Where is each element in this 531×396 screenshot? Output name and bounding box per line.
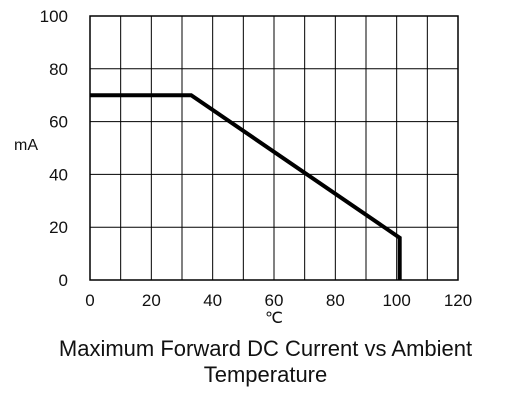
x-tick-label: 120 [444,291,472,310]
x-tick-label: 0 [85,291,94,310]
x-tick-label: 80 [326,291,345,310]
x-tick-label: 100 [382,291,410,310]
y-tick-label: 40 [49,165,68,184]
y-tick-label: 80 [49,60,68,79]
chart-title-line-2: Temperature [203,362,328,387]
x-tick-label: 60 [265,291,284,310]
x-tick-label: 40 [203,291,222,310]
chart-title-line-1: Maximum Forward DC Current vs Ambient [58,336,473,361]
y-tick-label: 60 [49,113,68,132]
plot-frame [89,15,459,281]
x-tick-label: 20 [142,291,161,310]
y-axis-label: mA [14,137,38,154]
grid [90,16,458,280]
y-tick-label: 20 [49,218,68,237]
x-tick-labels: 0 20 40 60 80 100 120 [85,291,472,310]
y-tick-label: 100 [40,7,68,26]
x-axis-label: ℃ [265,310,283,327]
series-line [90,93,402,280]
series-group [90,93,402,280]
y-tick-label: 0 [59,271,68,290]
y-tick-labels: 0 20 40 60 80 100 [40,7,68,290]
